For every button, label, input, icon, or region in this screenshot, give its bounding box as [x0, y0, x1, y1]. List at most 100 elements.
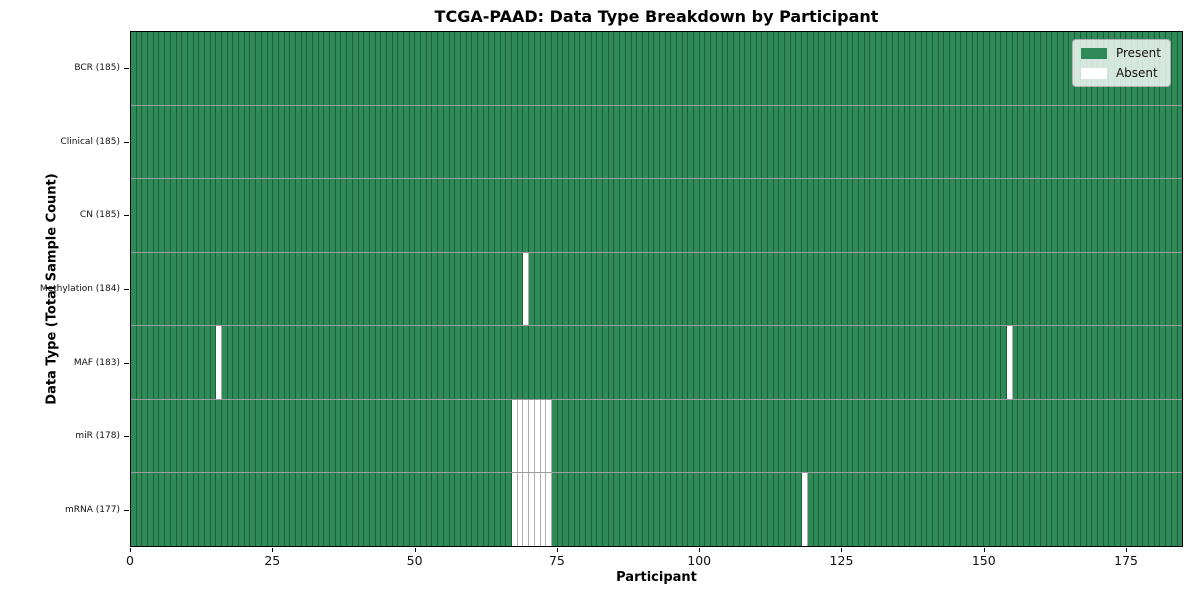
matrix-cell	[347, 105, 353, 179]
matrix-cell	[677, 252, 683, 326]
matrix-cell	[193, 399, 200, 473]
matrix-cell	[768, 326, 774, 399]
matrix-cell	[460, 179, 467, 252]
matrix-cell	[233, 105, 240, 179]
matrix-cell	[540, 179, 547, 252]
matrix-cell	[659, 32, 666, 105]
matrix-cell	[1006, 399, 1013, 473]
matrix-cell	[699, 252, 706, 326]
matrix-cell	[642, 473, 649, 547]
matrix-cell	[506, 32, 513, 105]
matrix-cell	[375, 105, 382, 179]
absent-swatch-icon	[1080, 67, 1107, 79]
matrix-cell	[819, 105, 825, 179]
matrix-cell	[859, 252, 865, 326]
matrix-cell	[295, 105, 302, 179]
matrix-cell	[352, 473, 359, 547]
matrix-cell	[659, 105, 666, 179]
matrix-cell	[250, 399, 257, 473]
matrix-cell	[580, 32, 586, 105]
matrix-cell	[1154, 473, 1161, 547]
matrix-cell	[1154, 326, 1161, 399]
matrix-cell	[1023, 326, 1030, 399]
matrix-cell	[722, 105, 729, 179]
matrix-cell	[608, 32, 615, 105]
matrix-cell	[159, 105, 166, 179]
matrix-cell	[404, 32, 410, 105]
matrix-cell	[671, 32, 677, 105]
matrix-cell	[978, 399, 985, 473]
matrix-cell	[551, 399, 558, 473]
matrix-cell	[506, 252, 513, 326]
matrix-cell	[762, 252, 768, 326]
matrix-cell	[682, 105, 689, 179]
matrix-cell	[881, 326, 888, 399]
matrix-cell	[1126, 179, 1132, 252]
matrix-cell	[779, 105, 786, 179]
matrix-cell	[449, 399, 456, 473]
matrix-cell	[807, 473, 814, 547]
matrix-cell	[995, 105, 1002, 179]
matrix-cell	[1075, 252, 1081, 326]
matrix-cell	[586, 105, 592, 179]
matrix-cell	[392, 326, 399, 399]
matrix-cell	[591, 473, 598, 547]
matrix-cell	[290, 326, 296, 399]
matrix-cell	[227, 32, 234, 105]
matrix-cell	[1041, 105, 1047, 179]
matrix-cell	[785, 32, 791, 105]
y-tick-label: mRNA (177)	[65, 505, 120, 516]
matrix-cell	[335, 399, 342, 473]
matrix-cell	[898, 399, 905, 473]
matrix-cell	[318, 32, 325, 105]
matrix-cell	[295, 473, 302, 547]
matrix-cell	[375, 32, 382, 105]
matrix-cell	[1132, 399, 1138, 473]
matrix-cell	[404, 252, 410, 326]
matrix-cell	[460, 252, 467, 326]
matrix-cell	[841, 105, 848, 179]
matrix-cell	[540, 326, 547, 399]
matrix-cell	[728, 179, 734, 252]
y-tick-mark	[124, 289, 129, 290]
matrix-cell	[386, 252, 393, 326]
matrix-cell	[836, 326, 842, 399]
matrix-cell	[796, 252, 803, 326]
matrix-cell	[148, 32, 154, 105]
matrix-cell	[165, 105, 171, 179]
matrix-cell	[989, 179, 996, 252]
matrix-cell	[972, 399, 979, 473]
matrix-cell	[1086, 179, 1093, 252]
matrix-cell	[278, 326, 285, 399]
matrix-cell	[1018, 32, 1024, 105]
matrix-cell	[819, 399, 825, 473]
matrix-cell	[773, 326, 780, 399]
matrix-cell	[273, 105, 279, 179]
matrix-cell	[1069, 399, 1076, 473]
matrix-cell	[398, 399, 404, 473]
matrix-cell	[682, 473, 689, 547]
matrix-cell	[307, 252, 313, 326]
matrix-cell	[267, 252, 274, 326]
matrix-cell	[142, 32, 149, 105]
matrix-cell	[187, 32, 194, 105]
matrix-cell	[187, 179, 194, 252]
matrix-cell	[347, 326, 353, 399]
matrix-cell	[995, 32, 1002, 105]
x-tick-mark	[841, 548, 843, 552]
matrix-cell	[495, 252, 501, 326]
matrix-cell	[608, 326, 615, 399]
matrix-cell	[239, 32, 245, 105]
matrix-cell	[910, 32, 916, 105]
matrix-cell	[716, 32, 723, 105]
matrix-cell	[836, 399, 842, 473]
matrix-cell	[381, 473, 387, 547]
matrix-cell	[216, 473, 222, 547]
matrix-cell	[785, 179, 791, 252]
matrix-cell	[1012, 252, 1019, 326]
matrix-cell	[233, 179, 240, 252]
matrix-cell	[369, 105, 376, 179]
matrix-cell	[273, 399, 279, 473]
matrix-cell	[591, 105, 598, 179]
matrix-cell	[369, 32, 376, 105]
